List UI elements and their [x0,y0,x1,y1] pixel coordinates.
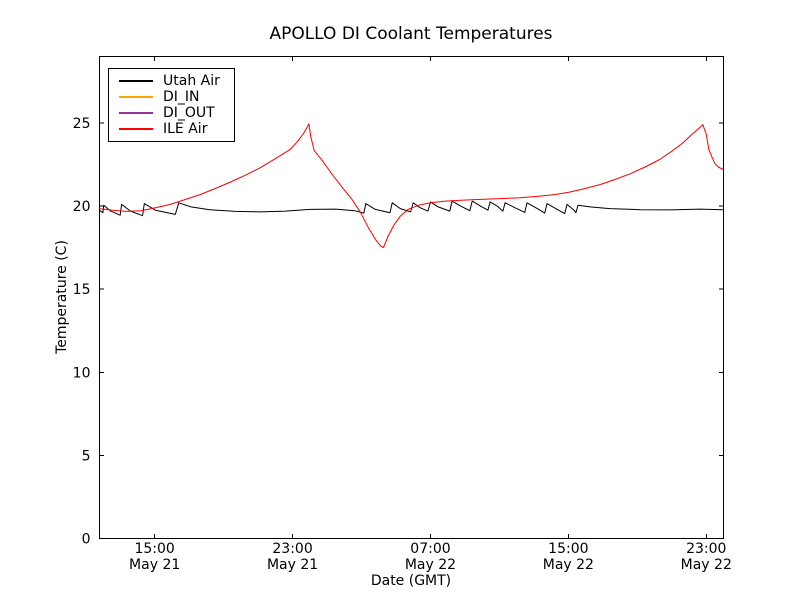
y-tick-label: 5 [82,448,91,464]
legend-line-swatch [119,80,153,82]
series-line-ile-air [99,123,724,249]
legend-label: Utah Air [163,73,220,89]
legend-entry: ILE Air [119,121,234,137]
y-tick-label: 20 [73,199,91,215]
axes-frame [99,56,724,539]
legend-label: ILE Air [163,121,208,137]
x-tick-label-date: May 21 [267,557,318,573]
series-line-utah-air [99,200,724,217]
x-tick-label-time: 15:00 [548,541,588,557]
legend-line-swatch [119,96,153,98]
x-tick-label-date: May 22 [405,557,456,573]
y-axis-label: Temperature (C) [54,240,70,354]
y-tick-label: 0 [82,532,91,548]
x-tick-label-time: 07:00 [410,541,450,557]
x-tick-label-date: May 22 [681,557,732,573]
legend-entry: DI_IN [119,89,234,105]
legend: Utah Air DI_IN DI_OUT ILE Air [108,68,235,142]
legend-label: DI_IN [163,89,200,105]
y-tick-label: 10 [73,365,91,381]
legend-line-swatch [119,112,153,114]
x-tick-label-time: 23:00 [686,541,726,557]
x-tick-label-time: 23:00 [272,541,312,557]
x-tick-label-date: May 21 [129,557,180,573]
x-tick-label-date: May 22 [543,557,594,573]
legend-line-swatch [119,128,153,130]
legend-entry: DI_OUT [119,105,234,121]
y-tick-label: 15 [73,282,91,298]
y-tick-label: 25 [73,116,91,132]
legend-label: DI_OUT [163,105,215,121]
x-axis-label: Date (GMT) [370,573,452,589]
x-tick-label-time: 15:00 [134,541,174,557]
legend-entry: Utah Air [119,73,234,89]
chart-title: APOLLO DI Coolant Temperatures [269,24,553,44]
